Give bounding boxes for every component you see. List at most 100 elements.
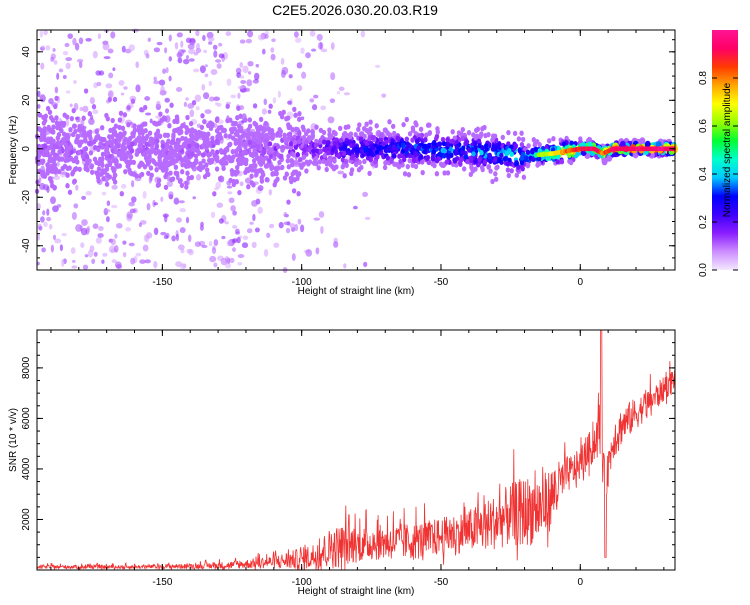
spectrogram-cell [120,183,127,189]
spectrogram-cell [117,117,123,123]
spectrogram-cell [237,92,241,99]
spectrogram-cell [111,204,118,209]
spectrogram-cell [268,153,274,159]
spectrogram-cell [62,163,68,169]
spectrogram-cell [398,158,403,165]
spectrogram-cell [71,211,77,220]
snr-x-ticks: -150 -100 -50 0 [50,330,665,588]
spectrogram-cell [175,170,180,177]
spectrogram-cell [71,265,78,269]
spectrogram-cell [213,239,219,247]
spectrogram-cell [48,223,53,230]
spectrogram-cell [121,45,126,53]
spectrogram-cell [401,142,406,148]
spectrogram-cell [58,156,63,162]
spectrogram-cell [187,234,192,243]
spectrogram-cell [75,184,79,191]
spectrogram-cell [402,171,408,177]
spectrogram-cell [506,129,511,136]
spectrogram-cell [182,141,187,147]
spectrogram-cell [65,62,71,70]
spectrogram-cell [193,68,200,73]
spectrogram-cell [301,71,307,79]
spectrogram-cell [168,56,173,62]
spectrogram-cell [392,130,397,137]
spectrogram-x-tick-label: -50 [434,277,449,288]
spectrogram-cell [92,223,99,229]
spectrogram-cell [353,146,358,152]
spectrogram-cell [170,159,175,166]
spectrogram-cell [139,171,145,178]
spectrogram-cell [267,158,272,164]
snr-panel: -150 -100 -50 0 2000 4000 6000 8000 Height of … [8,329,676,597]
spectrogram-cell [283,221,291,226]
spectrogram-cell [202,92,210,100]
spectrogram-cell [320,225,324,234]
spectrogram-cell [525,163,531,169]
spectrogram-cell [84,254,89,258]
spectrogram-cell [516,136,522,142]
spectrogram-cell [338,141,344,147]
spectrogram-cell [130,257,136,265]
spectrogram-cell [143,104,148,111]
spectrogram-frame [36,29,676,271]
spectrogram-cell [531,156,536,162]
spectrogram-cell [177,57,183,64]
spectrogram-cell [92,109,99,115]
spectrogram-cell [473,158,478,165]
spectrogram-cell [424,132,429,138]
spectrogram-cell [160,196,164,203]
spectrogram-cell [265,177,270,183]
spectrogram-cell [305,249,313,257]
spectrogram-cell [53,60,58,65]
spectrogram-cell [100,137,106,143]
spectrogram-cell [314,138,319,145]
spectrogram-cell [84,132,89,138]
spectrogram-cell [85,37,92,42]
spectrogram-cell [416,145,421,151]
spectrogram-cell [277,132,283,138]
spectrogram-cell [153,47,161,53]
spectrogram-cell [218,218,224,224]
spectrogram-cell [176,32,183,38]
spectrogram-y-tick-label: 40 [21,46,32,58]
spectrogram-cell [213,96,221,102]
spectrogram-cell [486,131,491,138]
spectrogram-cell [123,86,128,90]
spectrogram-cell [531,137,536,143]
spectrogram-cell [192,196,196,200]
spectrogram-cell [52,162,58,168]
spectrogram-cell [270,170,275,177]
spectrogram-cell [112,172,118,178]
spectrogram-cell [356,126,361,133]
spectrogram-cell [237,189,242,196]
spectrogram-cell [413,151,419,157]
snr-x-label: Height of straight line (km) [298,586,415,597]
spectrogram-cell [402,156,407,163]
spectrogram-cell [163,116,168,122]
spectrogram-cell [100,162,105,168]
spectrogram-cell [507,147,512,154]
spectrogram-cell [257,206,263,214]
spectrogram-cell [194,159,199,165]
spectrogram-cell [463,154,469,160]
spectrogram-cell [249,131,254,137]
spectrogram-cell [364,127,369,134]
spectrogram-cell [42,173,48,179]
spectrogram-cell [272,97,277,104]
spectrogram-cell [322,152,328,159]
spectrogram-cell [180,135,185,142]
spectrogram-cell [304,130,309,137]
spectrogram-cell [52,143,58,149]
spectrogram-cell [183,161,189,168]
spectrogram-cell [255,63,260,68]
spectrogram-cell [163,173,168,180]
spectrogram-cell [257,34,265,41]
spectrogram-cell [505,161,511,167]
spectrogram-cell [225,262,231,269]
spectrogram-cell [215,149,220,155]
spectrogram-cell [302,147,307,153]
spectrogram-cell [243,117,248,123]
spectrogram-cell [183,101,188,108]
spectrogram-cell [65,172,70,178]
